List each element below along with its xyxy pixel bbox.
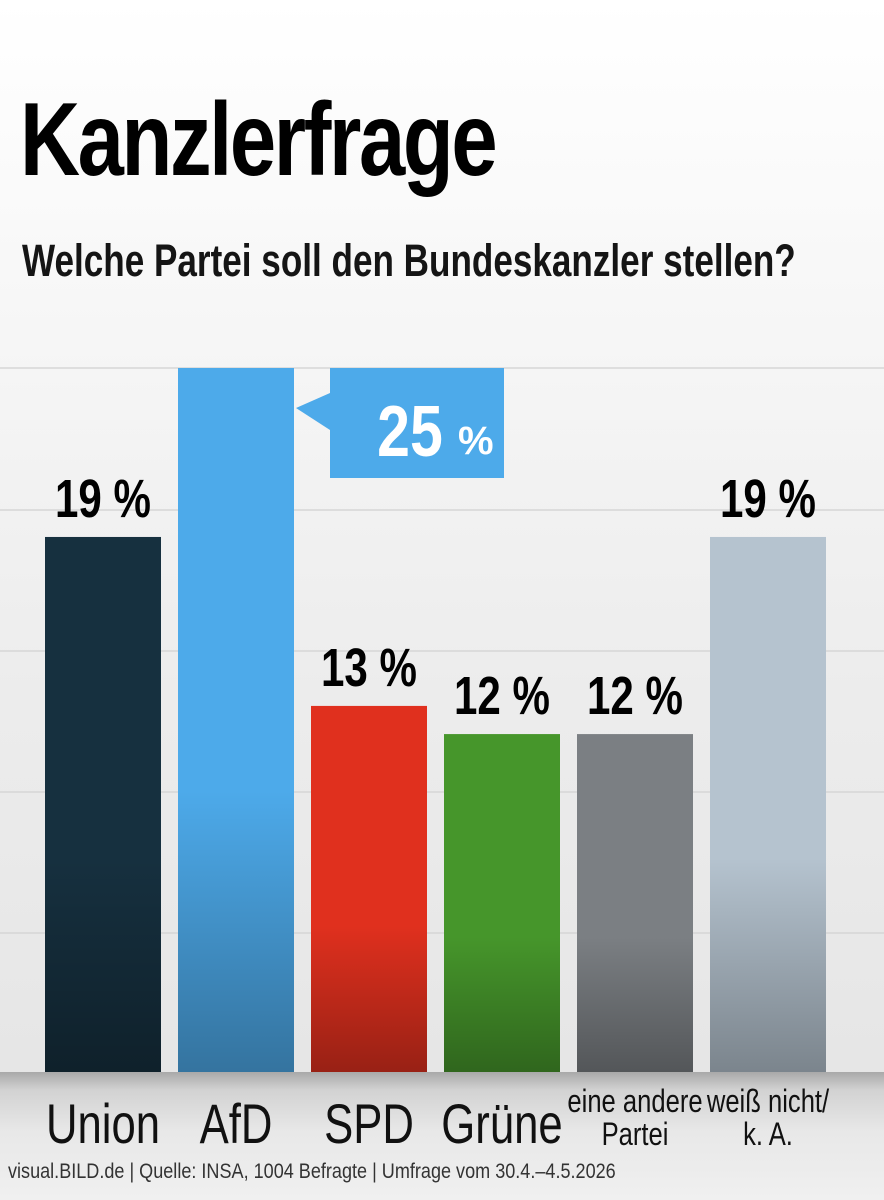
bar-chart: 19 % 25 % 13 % 12 % 12 % 19 % Union AfD SPD Grüne… [0, 367, 884, 1155]
bar-shade [178, 368, 294, 1072]
bar-shade [710, 536, 826, 1072]
category-label-4-line-1: Partei [602, 1117, 669, 1152]
category-label-3: Grüne [441, 1093, 562, 1155]
bar-3 [444, 734, 560, 1072]
value-label-3: 12 % [454, 666, 550, 726]
chart-title: Kanzlerfrage [20, 82, 498, 198]
bar-5 [710, 536, 826, 1072]
bar-shade [45, 536, 161, 1072]
category-label-0: Union [46, 1093, 160, 1155]
value-label-4: 12 % [587, 666, 683, 726]
bar-shade [577, 734, 693, 1072]
value-label-1: 25 [377, 390, 443, 471]
value-unit-1: % [458, 419, 494, 463]
category-label-band [0, 1072, 884, 1200]
category-label-4-line-0: eine andere [567, 1084, 702, 1119]
chart-subtitle: Welche Partei soll den Bundeskanzler ste… [22, 235, 796, 286]
category-label-5-line-1: k. A. [743, 1117, 793, 1152]
bar-4 [577, 734, 693, 1072]
category-label-2: SPD [324, 1093, 414, 1155]
bar-2 [311, 705, 427, 1072]
source-footer: visual.BILD.de | Quelle: INSA, 1004 Befr… [8, 1160, 616, 1183]
value-label-5: 19 % [720, 469, 816, 529]
bars [45, 368, 826, 1072]
category-label-5-line-0: weiß nicht/ [706, 1084, 830, 1119]
category-label-1: AfD [200, 1093, 273, 1155]
value-label-2: 13 % [321, 638, 417, 698]
bar-shade [444, 734, 560, 1072]
value-labels: 19 % 25 % 13 % 12 % 12 % 19 % [55, 368, 816, 726]
bar-0 [45, 536, 161, 1072]
bar-1 [178, 368, 294, 1072]
bar-shade [311, 705, 427, 1072]
value-callout-box [330, 368, 504, 478]
value-callout-pointer [296, 393, 330, 430]
value-label-0: 19 % [55, 469, 151, 529]
